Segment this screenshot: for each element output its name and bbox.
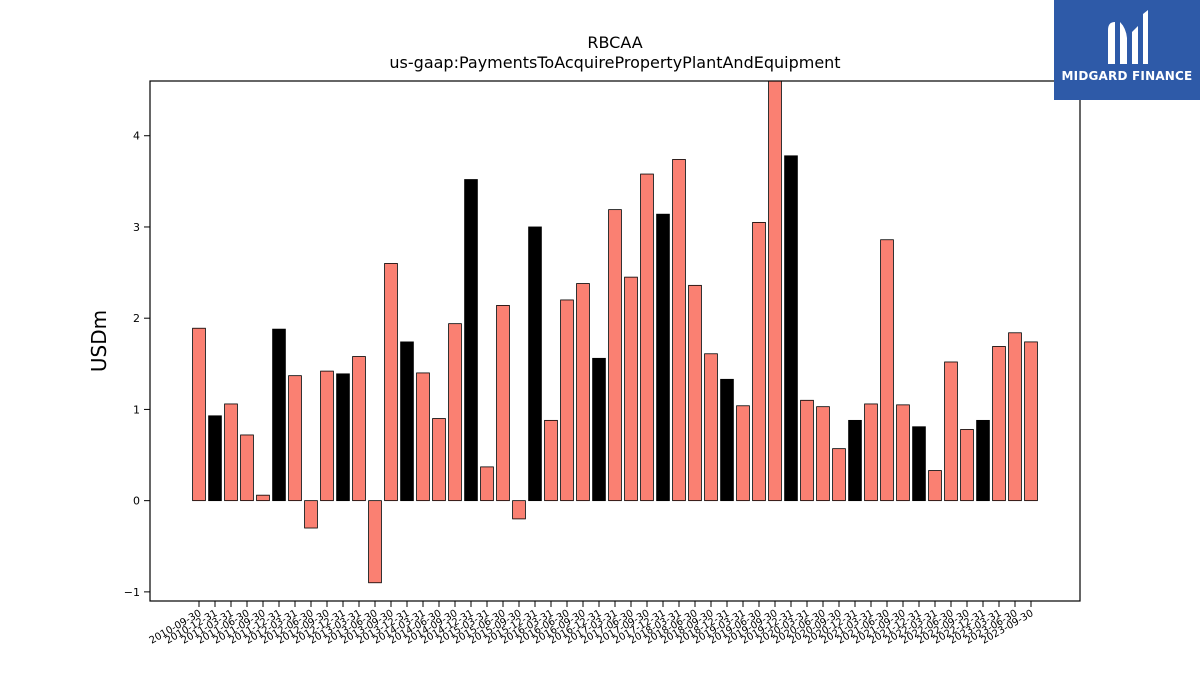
- bar-2014-12-31: [464, 179, 478, 502]
- logo-text: MIDGARD FINANCE: [1061, 69, 1193, 83]
- bar-2013-12-31: [400, 341, 414, 502]
- bar-2021-09-30: [896, 404, 910, 502]
- y-tick-label: 3: [133, 221, 140, 234]
- bar-2017-09-30: [640, 173, 654, 502]
- bar-2014-06-30: [432, 418, 446, 502]
- bar-2021-03-31: [864, 403, 878, 502]
- y-axis-label: USDm: [87, 310, 111, 372]
- bar-2023-09-30: [1024, 341, 1038, 502]
- bar-2020-09-30: [832, 448, 846, 502]
- plot-frame: [149, 80, 1081, 602]
- bar-2015-03-31: [480, 466, 494, 502]
- chart-subtitle: us-gaap:PaymentsToAcquirePropertyPlantAn…: [389, 53, 840, 72]
- bar-2022-12-31: [976, 419, 990, 502]
- bar-2019-09-30: [768, 80, 782, 502]
- bar-2011-03-31: [224, 403, 238, 502]
- bar-2020-03-31: [800, 399, 814, 502]
- y-tick-label: 0: [133, 495, 140, 508]
- bar-2012-12-31: [336, 373, 350, 502]
- bar-2015-06-30: [496, 305, 510, 502]
- bar-2015-12-31: [528, 226, 542, 502]
- bar-2016-06-30: [560, 299, 574, 502]
- bar-2016-03-31: [544, 419, 558, 502]
- bar-2018-09-30: [704, 353, 718, 502]
- bar-2019-03-31: [736, 405, 750, 502]
- midgard-finance-logo: MIDGARD FINANCE: [1054, 0, 1200, 100]
- bar-2022-09-30: [960, 429, 974, 502]
- bar-2010-12-31: [208, 415, 222, 502]
- bars-group: [192, 80, 1038, 584]
- y-tick-label: 1: [133, 403, 140, 416]
- bar-2013-06-30: [368, 500, 382, 584]
- bar-2014-03-31: [416, 372, 430, 502]
- bar-2011-06-30: [240, 434, 254, 502]
- bar-2018-03-31: [672, 159, 686, 502]
- bar-2012-06-30: [304, 500, 318, 529]
- bar-2020-06-30: [816, 406, 830, 502]
- bar-2011-12-31: [272, 328, 286, 502]
- x-axis: 2010-09-302010-12-312011-03-312011-06-30…: [148, 601, 1036, 647]
- bar-2017-06-30: [624, 276, 638, 502]
- bar-2012-09-30: [320, 370, 334, 502]
- bar-2021-12-31: [912, 426, 926, 502]
- y-tick-label: 2: [133, 312, 140, 325]
- bar-2017-03-31: [608, 209, 622, 502]
- bar-2019-12-31: [784, 155, 798, 502]
- bar-2017-12-31: [656, 213, 670, 502]
- bar-2014-09-30: [448, 323, 462, 502]
- bar-2013-03-31: [352, 356, 366, 502]
- bar-2016-12-31: [592, 357, 606, 502]
- bar-2018-06-30: [688, 284, 702, 502]
- bar-2023-03-31: [992, 346, 1006, 502]
- bar-2022-06-30: [944, 361, 958, 502]
- bar-2010-09-30: [192, 327, 206, 502]
- y-tick-label: 4: [133, 130, 140, 143]
- chart-title: RBCAA: [587, 33, 642, 52]
- bar-2012-03-31: [288, 375, 302, 502]
- midgard-logo-icon: [1108, 10, 1148, 64]
- bar-2023-06-30: [1008, 332, 1022, 502]
- bar-2013-09-30: [384, 263, 398, 502]
- bar-2018-12-31: [720, 378, 734, 502]
- bar-2021-06-30: [880, 239, 894, 502]
- bar-2011-09-30: [256, 494, 270, 502]
- bar-2019-06-30: [752, 221, 766, 502]
- bar-2015-09-30: [512, 500, 526, 520]
- bar-2020-12-31: [848, 419, 862, 502]
- y-axis: −1 0 1 2 3 4: [124, 130, 150, 599]
- bar-2022-03-31: [928, 470, 942, 502]
- y-tick-label: −1: [124, 586, 140, 599]
- bar-2016-09-30: [576, 283, 590, 502]
